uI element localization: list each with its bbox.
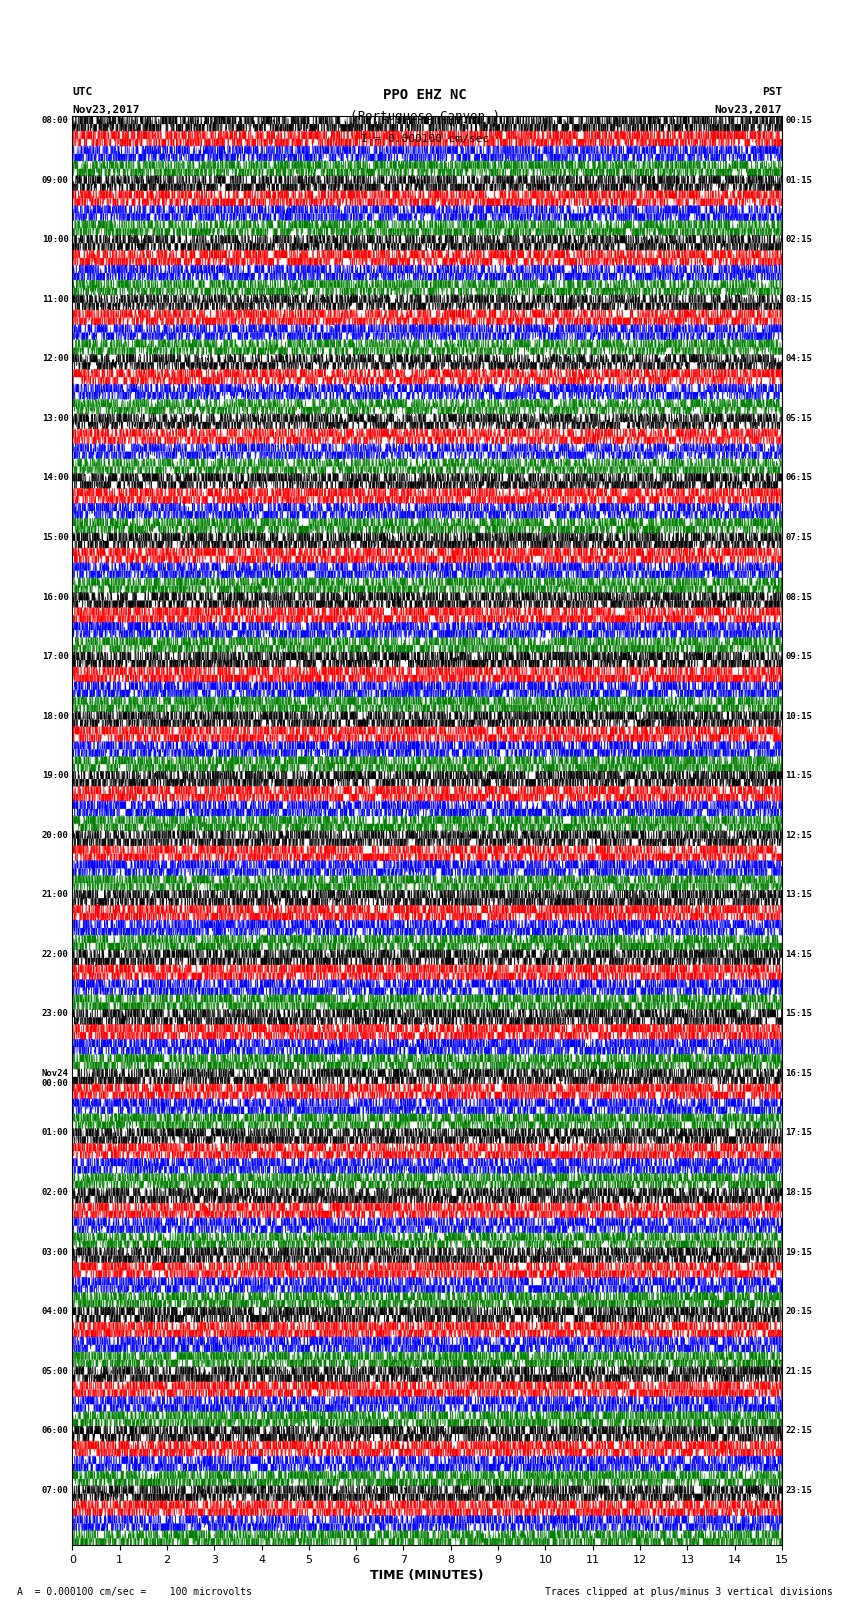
Text: Nov23,2017: Nov23,2017	[72, 105, 139, 115]
Text: A  = 0.000100 cm/sec =    100 microvolts: A = 0.000100 cm/sec = 100 microvolts	[17, 1587, 252, 1597]
Text: 02:00: 02:00	[42, 1187, 69, 1197]
Text: 11:15: 11:15	[785, 771, 813, 781]
Text: 03:00: 03:00	[42, 1247, 69, 1257]
Text: 09:15: 09:15	[785, 652, 813, 661]
Text: PST: PST	[762, 87, 782, 97]
Text: 23:15: 23:15	[785, 1486, 813, 1495]
Text: 01:15: 01:15	[785, 176, 813, 184]
Text: 04:00: 04:00	[42, 1307, 69, 1316]
Text: 17:15: 17:15	[785, 1129, 813, 1137]
Text: 20:15: 20:15	[785, 1307, 813, 1316]
Text: 08:15: 08:15	[785, 592, 813, 602]
Text: 15:15: 15:15	[785, 1010, 813, 1018]
Text: 18:15: 18:15	[785, 1187, 813, 1197]
Text: 12:15: 12:15	[785, 831, 813, 840]
Text: 12:00: 12:00	[42, 355, 69, 363]
Text: 19:00: 19:00	[42, 771, 69, 781]
Text: 22:15: 22:15	[785, 1426, 813, 1436]
Text: 03:15: 03:15	[785, 295, 813, 303]
Text: 04:15: 04:15	[785, 355, 813, 363]
Text: 16:00: 16:00	[42, 592, 69, 602]
Text: 15:00: 15:00	[42, 532, 69, 542]
Text: (Portuguese Canyon ): (Portuguese Canyon )	[350, 110, 500, 123]
Text: 20:00: 20:00	[42, 831, 69, 840]
Text: 05:15: 05:15	[785, 415, 813, 423]
Text: PPO EHZ NC: PPO EHZ NC	[383, 87, 467, 102]
Text: 17:00: 17:00	[42, 652, 69, 661]
Text: 14:15: 14:15	[785, 950, 813, 958]
Text: Traces clipped at plus/minus 3 vertical divisions: Traces clipped at plus/minus 3 vertical …	[545, 1587, 833, 1597]
Text: 02:15: 02:15	[785, 235, 813, 244]
Text: 06:15: 06:15	[785, 474, 813, 482]
Text: 10:15: 10:15	[785, 711, 813, 721]
Text: 05:00: 05:00	[42, 1366, 69, 1376]
Text: I = 0.000100 cm/sec: I = 0.000100 cm/sec	[361, 134, 489, 144]
Text: 10:00: 10:00	[42, 235, 69, 244]
Text: 18:00: 18:00	[42, 711, 69, 721]
Text: 01:00: 01:00	[42, 1129, 69, 1137]
Text: 09:00: 09:00	[42, 176, 69, 184]
Text: Nov23,2017: Nov23,2017	[715, 105, 782, 115]
Text: 06:00: 06:00	[42, 1426, 69, 1436]
Text: 16:15: 16:15	[785, 1069, 813, 1077]
Text: UTC: UTC	[72, 87, 93, 97]
Text: 21:15: 21:15	[785, 1366, 813, 1376]
Text: 14:00: 14:00	[42, 474, 69, 482]
Text: 08:00: 08:00	[42, 116, 69, 126]
Text: 07:15: 07:15	[785, 532, 813, 542]
Text: 23:00: 23:00	[42, 1010, 69, 1018]
Text: 07:00: 07:00	[42, 1486, 69, 1495]
Text: Nov24
00:00: Nov24 00:00	[42, 1069, 69, 1089]
Text: 00:15: 00:15	[785, 116, 813, 126]
Text: 13:00: 13:00	[42, 415, 69, 423]
Text: 13:15: 13:15	[785, 890, 813, 898]
X-axis label: TIME (MINUTES): TIME (MINUTES)	[371, 1569, 484, 1582]
Text: 19:15: 19:15	[785, 1247, 813, 1257]
Text: 22:00: 22:00	[42, 950, 69, 958]
Text: 21:00: 21:00	[42, 890, 69, 898]
Text: 11:00: 11:00	[42, 295, 69, 303]
